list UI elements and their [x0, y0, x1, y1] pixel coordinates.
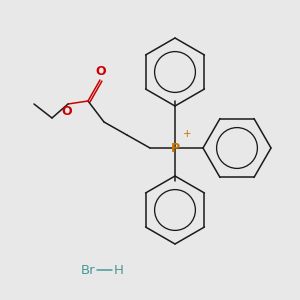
Text: P: P [170, 142, 180, 154]
Text: H: H [114, 263, 124, 277]
Text: O: O [62, 105, 72, 118]
Text: O: O [96, 65, 106, 78]
Text: +: + [183, 129, 191, 139]
Text: Br: Br [80, 263, 95, 277]
